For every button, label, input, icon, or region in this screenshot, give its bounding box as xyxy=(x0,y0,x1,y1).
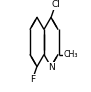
Text: F: F xyxy=(30,75,35,84)
Text: N: N xyxy=(48,63,55,72)
Text: CH₃: CH₃ xyxy=(64,50,78,59)
Text: Cl: Cl xyxy=(51,0,60,9)
